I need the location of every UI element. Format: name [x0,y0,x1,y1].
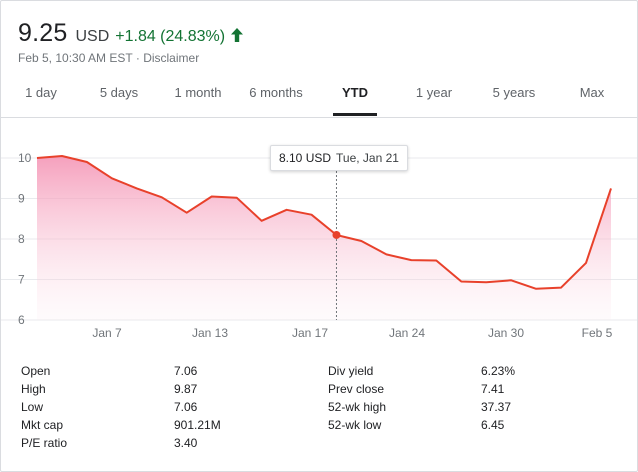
data-point [35,156,39,160]
data-point [484,280,488,284]
tab-max[interactable]: Max [579,85,605,100]
stat-value-div-yield: 6.23% [481,364,516,378]
data-point [135,186,139,190]
data-point [85,160,89,164]
data-point [210,194,214,198]
data-point [285,208,289,212]
price-change: +1.84 (24.83%) [115,28,226,45]
stat-label-mkt-cap: Mkt cap [21,418,64,432]
data-point [459,280,463,284]
y-tick-label: 6 [18,313,25,327]
stat-label-52-wk-high: 52-wk high [328,400,387,414]
x-tick-label: Jan 7 [92,326,122,340]
stat-label-prev-close: Prev close [328,382,385,396]
stat-value-52-wk-high: 37.37 [481,400,512,414]
stat-label-52-wk-low: 52-wk low [328,418,382,432]
data-point [359,239,363,243]
data-point [509,278,513,282]
stat-label-high: High [21,382,46,396]
tab-5-days[interactable]: 5 days [99,85,139,100]
data-point [434,258,438,262]
y-tick-label: 9 [18,192,25,206]
price-line [36,155,612,290]
quote-timestamp-line: Feb 5, 10:30 AM EST · Disclaimer [18,51,199,65]
tooltip-date: Tue, Jan 21 [336,151,399,165]
x-tick-label: Feb 5 [582,326,613,340]
price-area-fill [37,156,611,320]
price-header: 9.25 USD +1.84 (24.83%) [18,19,244,48]
stat-label-open: Open [21,364,51,378]
stat-label-pe-ratio: P/E ratio [21,436,68,450]
tooltip-value: 8.10 USD [279,151,332,165]
current-price: 9.25 [18,19,68,47]
stat-value-low: 7.06 [174,400,198,414]
data-point [409,258,413,262]
tab-5-years[interactable]: 5 years [492,85,536,100]
data-point [160,195,164,199]
tabs-divider [1,117,637,118]
data-point [235,196,239,200]
data-point [110,176,114,180]
price-chart[interactable]: 10 9 8 7 6 Jan 7 Jan 13 Jan 17 Jan 24 Jan 30 Feb … [1,119,637,347]
stat-value-52-wk-low: 6.45 [481,418,505,432]
stat-value-high: 9.87 [174,382,198,396]
data-point [185,211,189,215]
y-tick-label: 7 [18,273,25,287]
disclaimer-link[interactable]: Disclaimer [143,51,200,65]
data-point [384,252,388,256]
tab-6-months[interactable]: 6 months [249,85,303,100]
data-point [310,213,314,217]
x-tick-label: Jan 24 [389,326,425,340]
currency-label: USD [75,28,110,45]
data-point [534,287,538,291]
y-tick-label: 8 [18,232,25,246]
arrow-up-icon [230,27,244,43]
data-point [260,219,264,223]
data-point [559,286,563,290]
stat-label-low: Low [21,400,44,414]
data-point [60,154,64,158]
data-point [609,186,613,190]
stat-value-open: 7.06 [174,364,198,378]
stat-label-div-yield: Div yield [328,364,374,378]
y-tick-label: 10 [18,151,32,165]
tab-ytd[interactable]: YTD [333,76,377,116]
time-range-tabs: 1 day 5 days 1 month 6 months YTD 1 year… [1,76,637,118]
tab-1-year[interactable]: 1 year [415,85,453,100]
stat-value-mkt-cap: 901.21M [174,418,221,432]
x-tick-label: Jan 30 [488,326,524,340]
separator-dot: · [132,51,144,65]
tab-1-day[interactable]: 1 day [25,85,57,100]
tab-1-month[interactable]: 1 month [174,85,222,100]
x-tick-label: Jan 13 [192,326,228,340]
data-point [584,261,588,265]
price-tooltip: 8.10 USD Tue, Jan 21 [270,145,408,171]
stat-value-prev-close: 7.41 [481,382,505,396]
x-tick-label: Jan 17 [292,326,328,340]
quote-timestamp: Feb 5, 10:30 AM EST [18,51,133,65]
stat-value-pe-ratio: 3.40 [174,436,198,450]
hover-point [332,230,341,239]
